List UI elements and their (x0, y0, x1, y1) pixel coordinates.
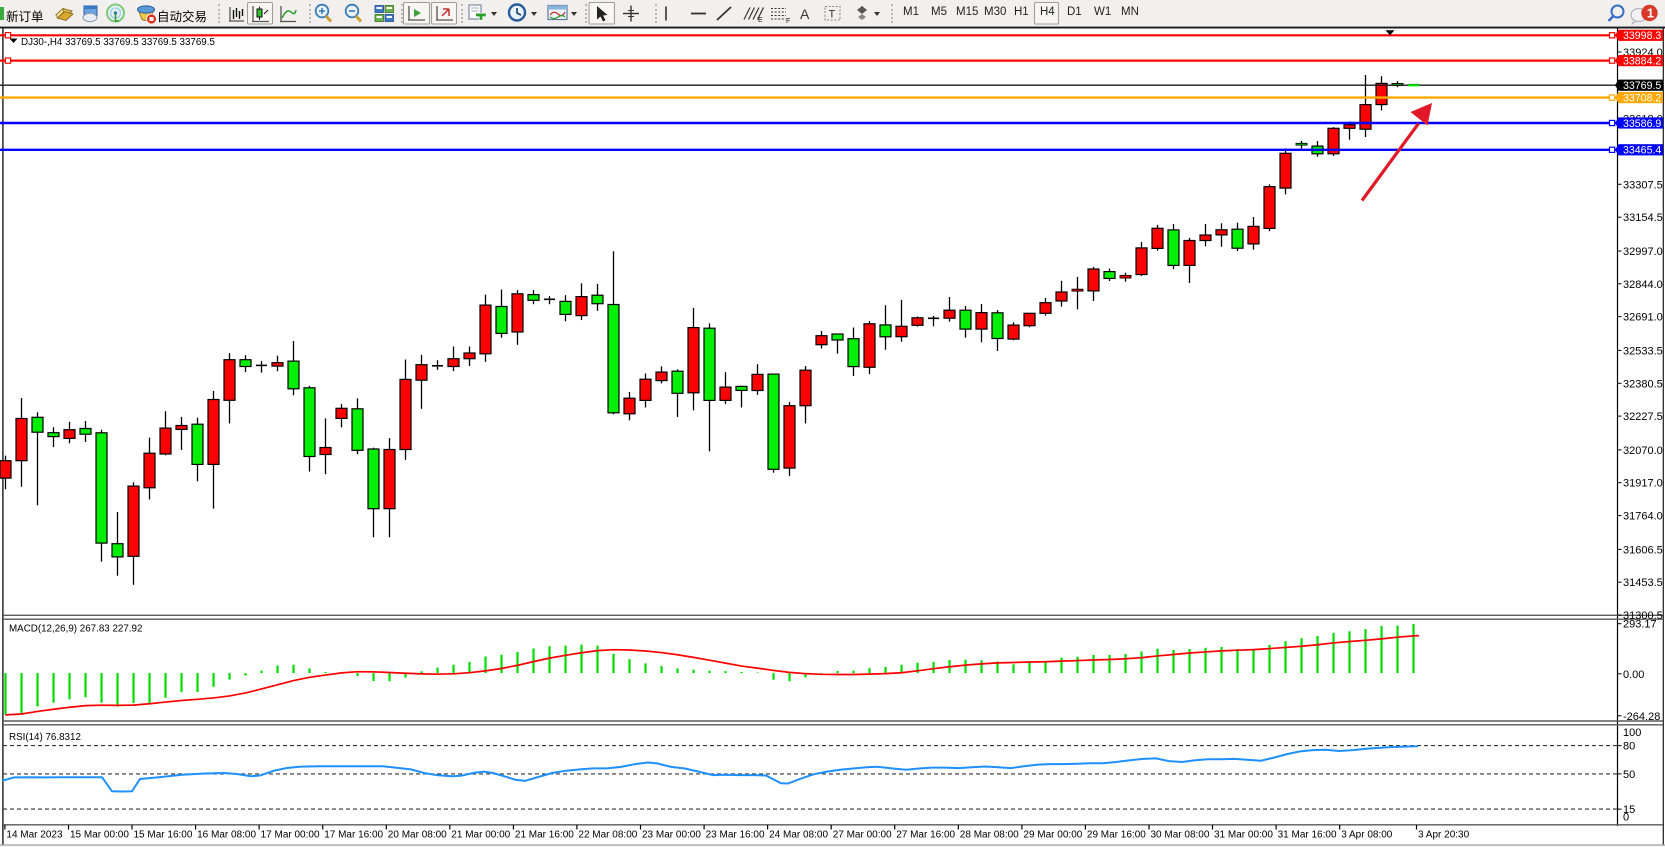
svg-text:23 Mar 00:00: 23 Mar 00:00 (642, 830, 701, 841)
svg-text:17 Mar 16:00: 17 Mar 16:00 (324, 830, 383, 841)
svg-text:27 Mar 00:00: 27 Mar 00:00 (833, 830, 892, 841)
svg-text:24 Mar 08:00: 24 Mar 08:00 (769, 830, 828, 841)
svg-text:A: A (800, 6, 810, 22)
svg-text:32380.5: 32380.5 (1623, 378, 1663, 390)
svg-text:-264.28: -264.28 (1623, 711, 1660, 723)
svg-text:MACD(12,26,9) 267.83 227.92: MACD(12,26,9) 267.83 227.92 (9, 624, 142, 635)
svg-text:15 Mar 00:00: 15 Mar 00:00 (70, 830, 129, 841)
svg-text:29 Mar 16:00: 29 Mar 16:00 (1087, 830, 1146, 841)
svg-text:32070.0: 32070.0 (1623, 445, 1663, 457)
svg-text:31 Mar 00:00: 31 Mar 00:00 (1214, 830, 1273, 841)
svg-text:15 Mar 16:00: 15 Mar 16:00 (134, 830, 193, 841)
svg-text:32227.5: 32227.5 (1623, 411, 1663, 423)
svg-text:21 Mar 00:00: 21 Mar 00:00 (451, 830, 510, 841)
svg-text:14 Mar 2023: 14 Mar 2023 (6, 830, 63, 841)
svg-text:33154.5: 33154.5 (1623, 212, 1663, 224)
svg-text:21 Mar 16:00: 21 Mar 16:00 (515, 830, 574, 841)
svg-text:16 Mar 08:00: 16 Mar 08:00 (197, 830, 256, 841)
svg-text:32844.0: 32844.0 (1623, 279, 1663, 291)
svg-text:32997.0: 32997.0 (1623, 246, 1663, 258)
svg-text:31606.5: 31606.5 (1623, 544, 1663, 556)
svg-text:3 Apr 08:00: 3 Apr 08:00 (1341, 830, 1393, 841)
svg-text:31300.5: 31300.5 (1623, 610, 1663, 622)
svg-text:31917.0: 31917.0 (1623, 478, 1663, 490)
svg-text:31453.5: 31453.5 (1623, 577, 1663, 589)
svg-text:50: 50 (1623, 769, 1635, 781)
svg-text:DJ30-,H4 33769.5 33769.5 3376: DJ30-,H4 33769.5 33769.5 33769.5 33769.5 (21, 37, 215, 48)
svg-text:33998.3: 33998.3 (1623, 30, 1661, 42)
svg-text:32533.5: 32533.5 (1623, 345, 1663, 357)
svg-text:E: E (758, 17, 763, 24)
svg-text:15: 15 (1623, 804, 1635, 816)
svg-text:33465.4: 33465.4 (1623, 145, 1661, 157)
svg-text:20 Mar 08:00: 20 Mar 08:00 (388, 830, 447, 841)
svg-text:0: 0 (1623, 812, 1629, 824)
svg-text:3 Apr 20:30: 3 Apr 20:30 (1418, 830, 1470, 841)
svg-text:32691.0: 32691.0 (1623, 312, 1663, 324)
svg-text:1: 1 (1647, 6, 1654, 21)
svg-text:293.17: 293.17 (1623, 619, 1657, 631)
svg-text:33769.5: 33769.5 (1623, 80, 1661, 92)
svg-text:31764.0: 31764.0 (1623, 511, 1663, 523)
svg-text:31 Mar 16:00: 31 Mar 16:00 (1278, 830, 1337, 841)
svg-text:33307.5: 33307.5 (1623, 179, 1663, 191)
svg-text:100: 100 (1623, 727, 1641, 739)
svg-text:33884.2: 33884.2 (1623, 55, 1661, 67)
svg-text:28 Mar 08:00: 28 Mar 08:00 (960, 830, 1019, 841)
svg-text:29 Mar 00:00: 29 Mar 00:00 (1023, 830, 1082, 841)
svg-text:0.00: 0.00 (1623, 669, 1644, 681)
svg-text:RSI(14) 76.8312: RSI(14) 76.8312 (9, 732, 81, 743)
svg-text:F: F (786, 18, 790, 25)
svg-text:23 Mar 16:00: 23 Mar 16:00 (706, 830, 765, 841)
svg-text:33708.2: 33708.2 (1623, 92, 1661, 104)
svg-text:17 Mar 00:00: 17 Mar 00:00 (261, 830, 320, 841)
svg-text:27 Mar 16:00: 27 Mar 16:00 (896, 830, 955, 841)
svg-text:30 Mar 08:00: 30 Mar 08:00 (1151, 830, 1210, 841)
svg-text:T: T (829, 9, 836, 21)
svg-text:33586.9: 33586.9 (1623, 118, 1661, 130)
svg-text:80: 80 (1623, 741, 1635, 753)
svg-text:22 Mar 08:00: 22 Mar 08:00 (578, 830, 637, 841)
